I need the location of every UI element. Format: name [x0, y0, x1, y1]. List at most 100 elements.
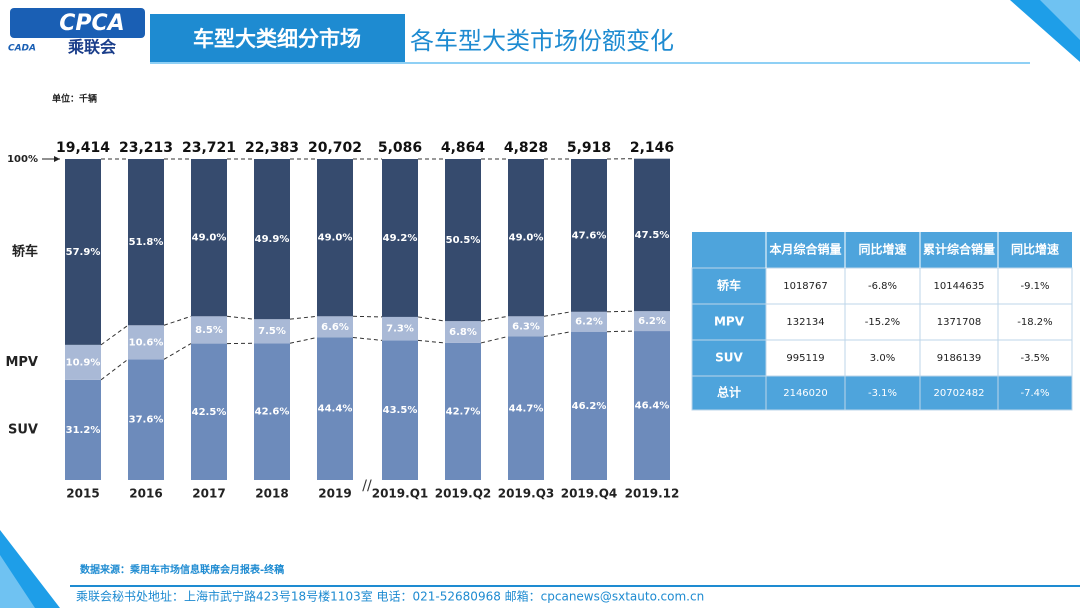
- bar-segment: [382, 316, 418, 341]
- bar-segment: [571, 159, 607, 312]
- connector: [606, 330, 635, 333]
- value-label: 42.7%: [446, 406, 481, 417]
- connector: [289, 315, 318, 320]
- table-text: -9.1%: [1020, 281, 1049, 292]
- bar-segment: [445, 321, 481, 343]
- table-text: -3.5%: [1020, 353, 1049, 364]
- connector: [352, 336, 383, 341]
- bar-segment: [634, 331, 670, 480]
- value-label: 42.6%: [255, 407, 290, 418]
- table-text: -6.8%: [868, 281, 897, 292]
- series-label: SUV: [8, 422, 38, 437]
- corner: [1040, 0, 1080, 40]
- total-label: 23,213: [119, 140, 173, 156]
- total-label: 5,918: [567, 140, 611, 156]
- value-label: 47.5%: [635, 230, 670, 241]
- connector: [480, 315, 509, 322]
- series-label: 轿车: [12, 243, 38, 259]
- logo: CPCA: [59, 11, 124, 36]
- bar-segment: [128, 325, 164, 360]
- bar-segment: [65, 159, 101, 345]
- connector: [543, 311, 572, 317]
- bar-segment: [382, 159, 418, 317]
- bar-segment: [191, 316, 227, 344]
- bar-segment: [191, 343, 227, 480]
- bar-segment: [571, 311, 607, 332]
- column-header: 累计综合销量: [923, 242, 995, 257]
- connector: [352, 315, 383, 318]
- total-label: 20,702: [308, 140, 362, 156]
- value-label: 50.5%: [446, 235, 481, 246]
- value-label: 6.6%: [321, 322, 349, 333]
- value-label: 49.0%: [318, 233, 353, 244]
- series-label: MPV: [5, 355, 38, 370]
- total-label: 19,414: [56, 140, 110, 156]
- bar-segment: [508, 159, 544, 317]
- table-text: 995119: [786, 353, 824, 364]
- value-label: 49.0%: [509, 233, 544, 244]
- total-label: 22,383: [245, 140, 299, 156]
- connector: [100, 324, 129, 346]
- unit: 单位：千辆: [52, 93, 97, 105]
- connector: [289, 336, 318, 344]
- x-tick-label: 2019.Q2: [435, 487, 492, 501]
- bar-segment: [254, 343, 290, 480]
- table-header-row: [692, 232, 1072, 268]
- connector: [417, 339, 446, 344]
- table-text: -3.1%: [868, 388, 897, 399]
- table-text: 2146020: [783, 388, 828, 399]
- value-label: 7.5%: [258, 326, 286, 337]
- bar-segment: [634, 158, 670, 312]
- connector: [417, 316, 446, 322]
- bar-segment: [317, 159, 353, 317]
- connector: [100, 358, 129, 381]
- bar-segment: [508, 316, 544, 337]
- x-tick-label: 2018: [255, 487, 288, 501]
- connector: [163, 343, 192, 360]
- title: 各车型大类市场份额变化: [410, 27, 674, 55]
- x-tick-label: 2019.Q1: [372, 487, 429, 501]
- table-text: 132134: [786, 317, 824, 328]
- table-text: -7.4%: [1020, 388, 1049, 399]
- bar-segment: [634, 311, 670, 332]
- total-label: 4,828: [504, 140, 548, 156]
- bar-segment: [254, 319, 290, 344]
- bar-segment: [317, 337, 353, 480]
- column-header: 同比增速: [1011, 242, 1059, 257]
- value-label: 6.2%: [575, 317, 603, 328]
- column-header: 同比增速: [858, 242, 906, 257]
- total-label: 4,864: [441, 140, 486, 156]
- table-cell: [691, 267, 767, 305]
- x-tick-label: 2019.Q4: [561, 487, 618, 501]
- source: 数据来源：乘用车市场信息联席会月报表-终稿: [80, 563, 284, 576]
- value-label: 57.9%: [66, 247, 101, 258]
- table-text: 20702482: [934, 388, 985, 399]
- value-label: 7.3%: [386, 324, 414, 335]
- table-cell: [997, 267, 1073, 305]
- value-label: 43.5%: [383, 405, 418, 416]
- table-cell: [997, 339, 1073, 377]
- bar-segment: [191, 159, 227, 317]
- address: 乘联会秘书处地址：上海市武宁路423号18号楼1103室 电话：021-5268…: [76, 589, 704, 604]
- bar-segment: [508, 336, 544, 480]
- table-text: 轿车: [717, 278, 741, 293]
- value-label: 42.5%: [192, 407, 227, 418]
- value-label: 8.5%: [195, 325, 223, 336]
- bar-segment: [445, 342, 481, 480]
- bar-segment: [571, 331, 607, 480]
- value-label: 44.7%: [509, 403, 544, 414]
- y-tick-label: 100%: [7, 154, 38, 165]
- corner: [0, 555, 35, 608]
- x-tick-label: 2019: [318, 487, 351, 501]
- table-cell: [919, 267, 999, 305]
- arrow-head: [54, 156, 60, 162]
- section: 车型大类细分市场: [193, 27, 361, 51]
- table-cell: [844, 339, 921, 377]
- connector: [163, 315, 192, 326]
- value-label: 49.2%: [383, 233, 418, 244]
- bar-segment: [128, 359, 164, 480]
- table-cell: [997, 375, 1073, 411]
- x-tick-label: 2015: [66, 487, 99, 501]
- logo-sub: CADA: [8, 44, 36, 54]
